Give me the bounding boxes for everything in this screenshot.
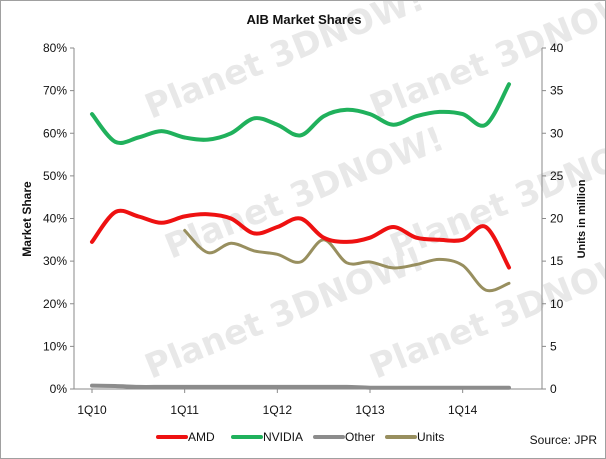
y-tick-label: 20%	[43, 297, 67, 311]
y-tick-label: 60%	[43, 126, 67, 140]
y2-tick-label: 25	[550, 169, 564, 183]
y-tick-label: 0%	[50, 382, 68, 396]
series-line-nvidia	[90, 82, 511, 146]
legend-label-amd: AMD	[188, 430, 215, 444]
y2-tick-label: 15	[550, 254, 564, 268]
x-tick-label: 1Q14	[448, 403, 478, 417]
chart-title: AIB Market Shares	[247, 12, 362, 27]
y2-tick-label: 20	[550, 212, 564, 226]
y2-tick-label: 5	[550, 339, 557, 353]
series-lines	[90, 82, 511, 390]
y-tick-label: 10%	[43, 339, 67, 353]
y2-tick-label: 0	[550, 382, 557, 396]
y-tick-label: 40%	[43, 212, 67, 226]
legend: AMD NVIDIA Other Units	[156, 430, 444, 444]
series-line-amd	[90, 208, 511, 270]
y-tick-label: 70%	[43, 84, 67, 98]
series-line-other	[90, 383, 511, 390]
legend-label-units: Units	[417, 430, 444, 444]
x-tick-label: 1Q10	[77, 403, 107, 417]
series-line-units	[183, 228, 511, 293]
tick-labels: 0% 0 10% 5 20% 10 30% 15 40% 20 50% 25 60% 30 70% 35 80%…	[43, 41, 564, 417]
legend-label-nvidia: NVIDIA	[263, 430, 303, 444]
x-tick-label: 1Q12	[263, 403, 293, 417]
y-tick-label: 80%	[43, 41, 67, 55]
x-tick-label: 1Q13	[355, 403, 385, 417]
watermark: Planet 3DNOW! Planet 3DNOW! Planet 3DNOW…	[139, 1, 605, 387]
y-tick-label: 50%	[43, 169, 67, 183]
y-tick-label: 30%	[43, 254, 67, 268]
legend-label-other: Other	[345, 430, 375, 444]
y2-tick-label: 30	[550, 126, 564, 140]
source-note: Source: JPR	[530, 433, 598, 447]
x-tick-label: 1Q11	[170, 403, 199, 417]
y2-tick-label: 35	[550, 84, 564, 98]
y2-tick-label: 40	[550, 41, 564, 55]
y2-axis-title: Units in million	[576, 179, 588, 258]
y2-tick-label: 10	[550, 297, 564, 311]
y-axis-title: Market Share	[20, 181, 34, 257]
